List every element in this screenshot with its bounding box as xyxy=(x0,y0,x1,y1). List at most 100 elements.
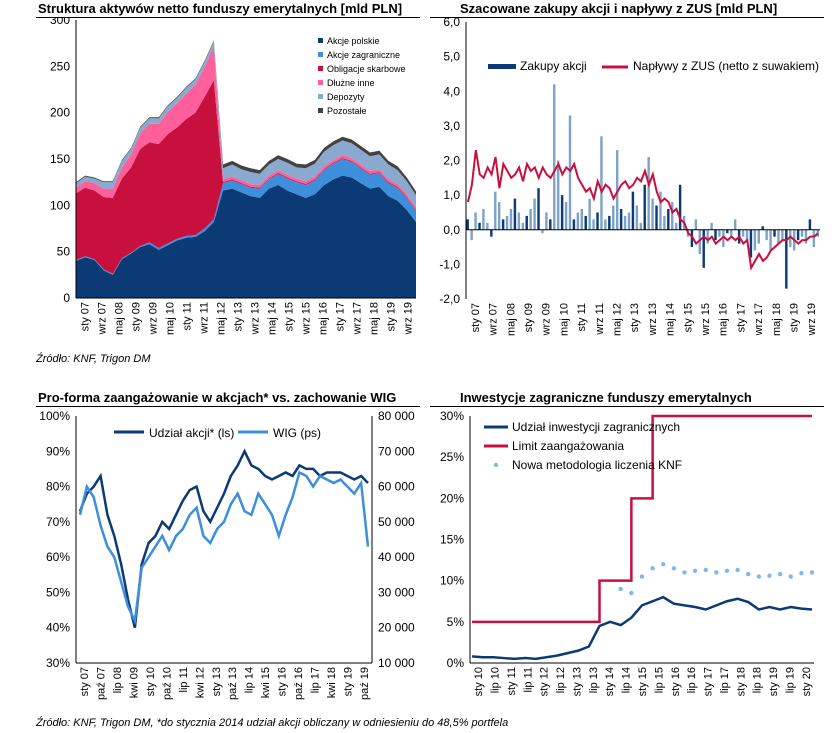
bar-zakupy-akcji xyxy=(509,208,513,230)
legend-label: Dłużne inne xyxy=(327,78,375,88)
bar-zakupy-akcji xyxy=(710,222,713,230)
bar-zakupy-akcji xyxy=(521,222,524,230)
y-tick-label-right: 30 000 xyxy=(378,585,415,599)
assets-x-tick: maj 10 xyxy=(165,302,177,335)
bar-zakupy-akcji xyxy=(545,212,548,230)
area-series-obligacje-skarbowe xyxy=(76,80,416,274)
area-series-akcje-polskie xyxy=(76,175,416,298)
area-series-dłużne-inne xyxy=(76,46,416,210)
bar-zakupy-akcji xyxy=(639,222,642,230)
title-rule xyxy=(430,406,824,407)
bar-zakupy-akcji xyxy=(777,229,780,244)
y-tick-label: 15% xyxy=(440,533,464,547)
bar-zakupy-akcji xyxy=(647,157,650,230)
y-tick-label: 200 xyxy=(50,106,70,120)
y-tick-label-right: 20 000 xyxy=(378,621,415,635)
y-tick-label: 4,0 xyxy=(443,84,460,98)
foreign-x-tick: lip 13 xyxy=(588,667,600,693)
bar-zakupy-akcji xyxy=(741,229,745,237)
assets-x-tick: wrz 19 xyxy=(403,302,415,335)
legend-label: Zakupy akcji xyxy=(520,59,587,73)
wig-x-tick: paź 07 xyxy=(96,667,108,700)
bar-zakupy-akcji xyxy=(619,208,623,230)
bar-zakupy-akcji xyxy=(537,188,540,230)
zus-x-tick: wrz 09 xyxy=(541,303,553,336)
y-tick-label-right: 70 000 xyxy=(378,444,415,458)
wig-x-tick: kwi 09 xyxy=(129,667,141,698)
y-tick-label: 3,0 xyxy=(443,119,460,133)
assets-x-tick: wrz 07 xyxy=(97,302,109,335)
chart-title-assets: Struktura aktywów netto funduszy emeryta… xyxy=(38,1,403,16)
bar-zakupy-akcji xyxy=(678,184,682,230)
bar-zakupy-akcji xyxy=(812,229,816,248)
legend-swatch xyxy=(493,462,499,468)
legend-label: Akcje zagraniczne xyxy=(327,50,400,60)
y-tick-label-left: 50% xyxy=(46,585,70,599)
bar-zakupy-akcji xyxy=(671,202,674,230)
zus-x-tick: wrz 11 xyxy=(594,303,606,336)
legend-label: Akcje polskie xyxy=(327,36,380,46)
bar-zakupy-akcji xyxy=(733,219,737,230)
dot-nowa-metodologia xyxy=(650,566,655,571)
legend-label: Napływy z ZUS (netto z suwakiem) xyxy=(633,59,819,73)
y-tick-label-right: 50 000 xyxy=(378,515,415,529)
dot-nowa-metodologia xyxy=(756,574,762,579)
y-tick-label-left: 80% xyxy=(46,480,70,494)
bar-zakupy-akcji xyxy=(663,215,666,230)
assets-x-tick: sty 11 xyxy=(182,302,194,331)
assets-x-tick: wrz 11 xyxy=(199,302,211,335)
source-note-top: Źródło: KNF, Trigon DM xyxy=(36,353,151,365)
bar-zakupy-akcji xyxy=(494,191,497,230)
zus-x-tick: maj 12 xyxy=(611,303,623,336)
bar-zakupy-akcji xyxy=(749,229,753,258)
line-wig xyxy=(78,470,370,625)
chart-title-foreign: Inwestycje zagraniczne funduszy emerytal… xyxy=(460,390,752,405)
bar-zakupy-akcji xyxy=(478,222,481,230)
dot-nowa-metodologia xyxy=(682,570,687,575)
y-tick-label: 100 xyxy=(50,198,70,212)
bar-zakupy-akcji xyxy=(497,202,501,230)
source-note-bottom: Źródło: KNF, Trigon DM, *do stycznia 201… xyxy=(36,717,509,729)
dot-nowa-metodologia xyxy=(692,568,698,573)
zus-x-tick: wrz 15 xyxy=(700,303,712,336)
dot-nowa-metodologia xyxy=(777,571,783,577)
wig-x-tick: lip 17 xyxy=(309,667,321,693)
y-tick-label: -2,0 xyxy=(439,292,460,306)
y-tick-label-right: 60 000 xyxy=(378,480,415,494)
legend-label: Nowa metodologia liczenia KNF xyxy=(512,458,682,472)
foreign-x-tick: lip 10 xyxy=(490,667,502,693)
y-tick-label: 20% xyxy=(440,491,464,505)
y-tick-label-right: 40 000 xyxy=(378,550,415,564)
bar-zakupy-akcji xyxy=(580,208,583,230)
dot-nowa-metodologia xyxy=(809,570,815,575)
bar-zakupy-akcji xyxy=(615,150,619,230)
y-tick-label: 0% xyxy=(447,656,465,670)
foreign-x-tick: sty 15 xyxy=(637,667,649,696)
bar-zakupy-akcji xyxy=(470,229,473,241)
bar-zakupy-akcji xyxy=(757,229,760,244)
zus-x-tick: wrz 19 xyxy=(806,303,818,336)
bar-zakupy-akcji xyxy=(588,198,591,230)
wig-x-tick: kwi 18 xyxy=(326,667,338,698)
zus-x-tick: maj 18 xyxy=(771,303,783,336)
line-udzial-inwestycji xyxy=(471,595,813,661)
y-tick-label: 30% xyxy=(440,409,464,423)
dot-nowa-metodologia xyxy=(629,590,634,596)
bar-zakupy-akcji xyxy=(698,229,701,254)
bar-zakupy-akcji xyxy=(674,222,678,230)
bar-zakupy-akcji xyxy=(596,212,599,230)
line-limit-zaangazowania xyxy=(472,414,812,624)
foreign-x-tick: lip 15 xyxy=(653,667,665,693)
bar-zakupy-akcji xyxy=(773,229,776,237)
zus-x-tick: sty 15 xyxy=(682,303,694,332)
zus-x-tick: sty 13 xyxy=(629,303,641,332)
bar-zakupy-akcji xyxy=(564,202,568,230)
bar-zakupy-akcji xyxy=(572,219,576,230)
foreign-x-tick: sty 11 xyxy=(506,667,518,696)
legend-label: Udział akcji* (ls) xyxy=(149,426,234,440)
zus-x-tick: wrz 13 xyxy=(647,303,659,336)
assets-x-tick: maj 14 xyxy=(267,302,279,335)
zus-x-tick: sty 07 xyxy=(470,303,482,332)
assets-x-tick: maj 16 xyxy=(318,302,330,335)
bar-zakupy-akcji xyxy=(486,222,489,230)
